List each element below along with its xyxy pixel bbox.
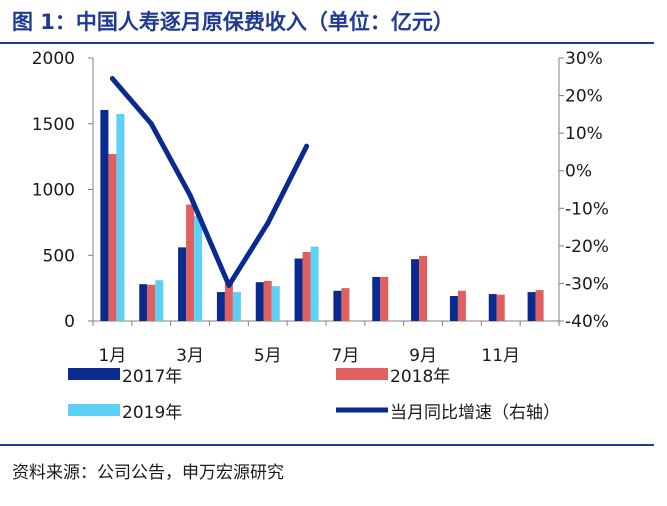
source-note: 资料来源：公司公告，申万宏源研究 (12, 463, 284, 483)
bar-2018年-8月 (380, 276, 389, 321)
left-tick-label: 1000 (32, 181, 75, 201)
growth-point-6月 (304, 143, 310, 149)
legend-label-2: 2019年 (122, 403, 182, 423)
bar-series (100, 109, 544, 321)
right-tick-label: -40% (565, 312, 609, 332)
bar-2019年-3月 (194, 215, 203, 321)
legend-swatch-1 (336, 368, 388, 380)
bar-2018年-12月 (535, 290, 544, 321)
left-tick-label: 2000 (32, 49, 75, 69)
legend-label-0: 2017年 (122, 367, 182, 387)
right-tick-label: -20% (565, 237, 609, 257)
bar-2018年-10月 (457, 290, 466, 321)
legend-label-3: 当月同比增速（右轴） (390, 403, 560, 423)
growth-point-3月 (187, 192, 193, 198)
right-tick-label: -30% (565, 274, 609, 294)
bar-2017年-8月 (372, 276, 381, 321)
title-divider (0, 42, 654, 44)
bar-2019年-1月 (116, 113, 125, 321)
growth-point-1月 (109, 76, 115, 82)
bar-2018年-4月 (224, 280, 233, 321)
bar-2017年-4月 (216, 292, 225, 321)
x-tick-label: 11月 (481, 346, 520, 366)
bar-2019年-5月 (271, 286, 280, 321)
right-tick-label: 20% (565, 87, 603, 107)
right-tick-label: 0% (565, 162, 592, 182)
bar-2017年-7月 (333, 290, 342, 321)
bar-2018年-5月 (263, 280, 272, 321)
right-tick-label: 30% (565, 49, 603, 69)
bar-2018年-7月 (341, 288, 350, 321)
bar-2019年-4月 (232, 292, 241, 321)
legend: 2017年 2018年 2019年 当月同比增速（右轴） (68, 367, 560, 423)
bar-2018年-3月 (186, 204, 195, 321)
growth-point-4月 (226, 282, 232, 288)
bar-2017年-12月 (527, 292, 536, 321)
x-tick-label: 5月 (254, 346, 282, 366)
x-tick-label: 3月 (176, 346, 204, 366)
right-axis-ticks: -40% -30% -20% -10% 0% 10% 20% 30% (559, 49, 609, 332)
bar-2019年-6月 (310, 246, 319, 321)
bar-2017年-11月 (488, 294, 497, 321)
left-tick-label: 1500 (32, 115, 75, 135)
bar-2018年-6月 (302, 251, 311, 321)
growth-point-2月 (148, 121, 154, 127)
bar-2018年-1月 (108, 153, 117, 321)
x-tick-label: 7月 (332, 346, 360, 366)
bar-2019年-2月 (155, 280, 164, 321)
x-tick-label: 1月 (99, 346, 127, 366)
bar-2018年-2月 (147, 284, 156, 321)
legend-swatch-2 (68, 404, 120, 416)
bar-2017年-6月 (294, 258, 303, 321)
growth-line (109, 76, 310, 288)
bar-2017年-9月 (411, 259, 420, 321)
bar-2017年-1月 (100, 109, 109, 321)
right-tick-label: 10% (565, 124, 603, 144)
x-tick-label: 9月 (409, 346, 437, 366)
footer-divider (0, 444, 654, 446)
bar-2017年-10月 (449, 296, 458, 321)
legend-label-1: 2018年 (390, 367, 450, 387)
bar-2017年-3月 (178, 247, 187, 321)
bar-2018年-9月 (419, 255, 428, 321)
bar-2017年-2月 (139, 284, 148, 321)
left-axis-ticks: 0 500 1000 1500 2000 (32, 49, 93, 332)
figure-title: 图 1：中国人寿逐月原保费收入（单位：亿元） (12, 10, 454, 34)
left-tick-label: 0 (64, 312, 75, 332)
bar-2018年-11月 (496, 294, 505, 321)
growth-point-5月 (265, 220, 271, 226)
growth-line-series (109, 76, 310, 288)
x-axis-ticks: 1月 3月 5月 7月 9月 11月 (92, 321, 560, 366)
right-tick-label: -10% (565, 199, 609, 219)
bar-2017年-5月 (255, 282, 264, 321)
left-tick-label: 500 (43, 246, 75, 266)
legend-swatch-0 (68, 368, 120, 380)
